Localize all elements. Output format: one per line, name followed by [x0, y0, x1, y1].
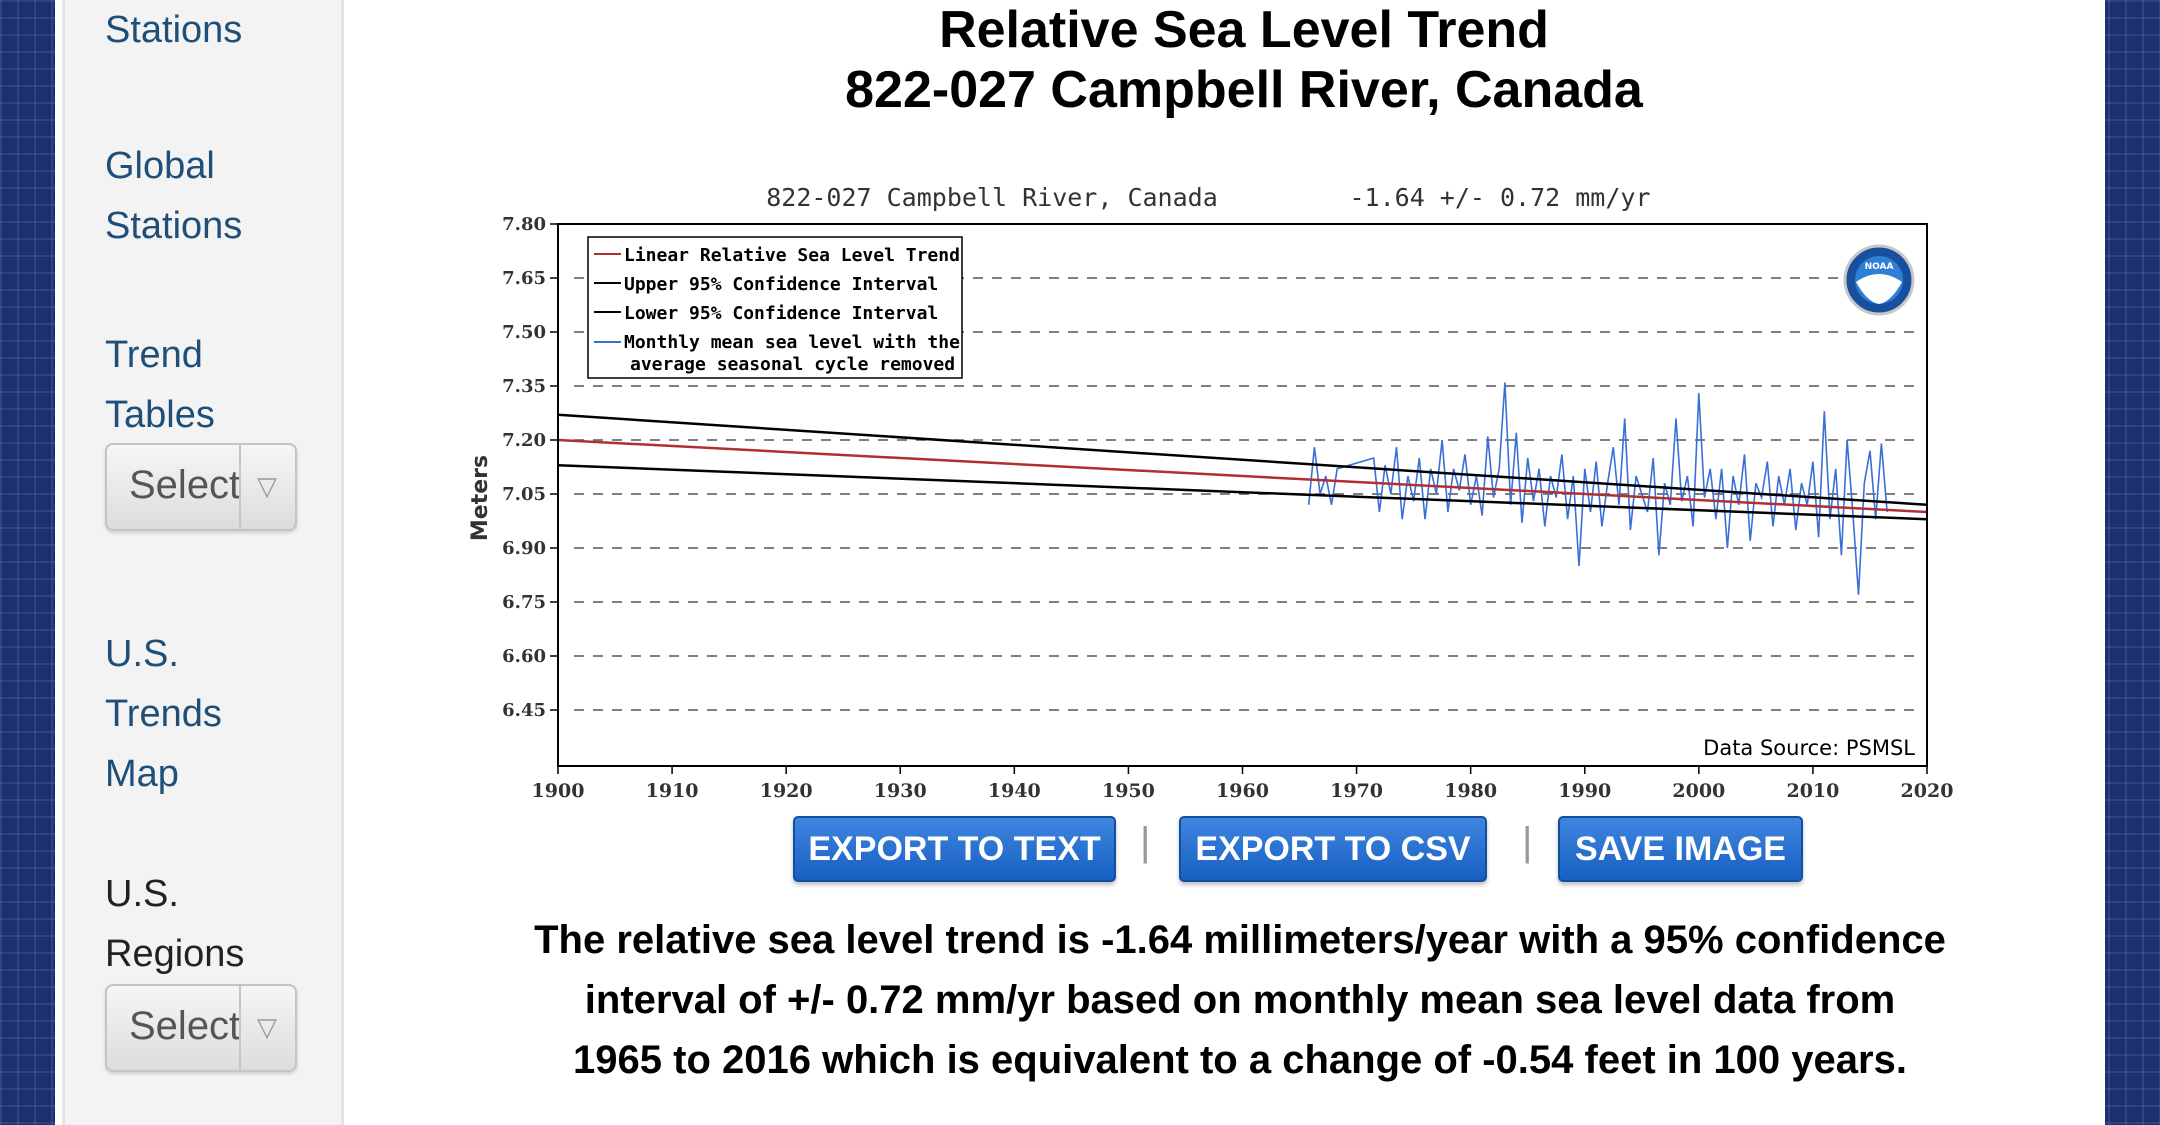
y-tick-label: 6.45 — [502, 700, 546, 721]
x-tick-label: 1900 — [532, 780, 585, 802]
sidebar-link-us-trends-map[interactable]: U.S. Trends Map — [105, 624, 335, 804]
sidebar: Stations Global Stations Trend Tables Se… — [62, 0, 344, 1125]
legend-entry: average seasonal cycle removed — [630, 354, 955, 375]
x-tick-label: 1930 — [874, 780, 927, 802]
x-tick-labels: 1900 1910 1920 1930 1940 1950 1960 1970 1980 1990… — [532, 766, 1954, 802]
sidebar-link-line: Trends — [105, 693, 222, 735]
lower-ci-line — [557, 463, 1928, 521]
select-divider — [239, 445, 241, 529]
legend-box — [587, 236, 963, 379]
x-tick-label: 2000 — [1672, 780, 1725, 802]
sidebar-link-global-stations[interactable]: Global Stations — [105, 136, 335, 256]
x-tick-label: 1970 — [1330, 780, 1383, 802]
page-title-line2: 822-027 Campbell River, Canada — [845, 61, 1643, 119]
chevron-down-icon: ▽ — [257, 471, 277, 501]
y-tick-labels: 7.80 7.65 7.50 7.35 7.20 7.05 6.90 6.75 6.60 6.45 — [502, 214, 558, 721]
y-tick-label: 7.65 — [502, 268, 546, 289]
legend-entry: Lower 95% Confidence Interval — [624, 303, 938, 324]
page-title-line1: Relative Sea Level Trend — [939, 1, 1549, 59]
linear-trend-line — [557, 438, 1928, 514]
chevron-down-icon: ▽ — [257, 1012, 277, 1042]
data-source-label: Data Source: PSMSL — [1703, 736, 1915, 760]
plot-frame — [557, 223, 1928, 767]
y-tick-label: 6.90 — [502, 538, 546, 559]
y-tick-label: 6.60 — [502, 646, 546, 667]
sea-level-chart: 822-027 Campbell River, Canada -1.64 +/-… — [468, 183, 1954, 802]
legend-entry: Upper 95% Confidence Interval — [624, 274, 938, 295]
us-regions-select[interactable]: Select ▽ — [105, 984, 297, 1072]
upper-ci-line — [557, 413, 1928, 507]
sidebar-link-line: Tables — [105, 394, 215, 436]
sidebar-link-line: Stations — [105, 205, 243, 247]
trend-summary-line: 1965 to 2016 which is equivalent to a ch… — [573, 1038, 1907, 1082]
y-tick-label: 7.50 — [502, 322, 546, 343]
y-axis-label: Meters — [468, 455, 493, 541]
noaa-logo-gull — [1856, 274, 1902, 304]
legend-entry: Linear Relative Sea Level Trend — [624, 245, 960, 266]
x-tick-label: 2010 — [1786, 780, 1839, 802]
button-separator: | — [1140, 820, 1151, 864]
x-tick-label: 1940 — [988, 780, 1041, 802]
sidebar-link-line: Regions — [105, 933, 245, 975]
noaa-logo-text: NOAA — [1865, 262, 1894, 272]
save-image-button[interactable]: SAVE IMAGE — [1558, 816, 1803, 882]
trend-summary-line: interval of +/- 0.72 mm/yr based on mont… — [584, 978, 1896, 1022]
trend-tables-select[interactable]: Select ▽ — [105, 443, 297, 531]
noaa-logo: NOAA — [1843, 244, 1915, 316]
x-tick-label: 1990 — [1558, 780, 1611, 802]
sidebar-link-trend-tables[interactable]: Trend Tables — [105, 325, 335, 445]
y-tick-label: 6.75 — [502, 592, 546, 613]
y-tick-label: 7.20 — [502, 430, 546, 451]
sidebar-link-line: Map — [105, 753, 179, 795]
export-to-text-button[interactable]: EXPORT TO TEXT — [793, 816, 1116, 882]
sidebar-link-line: Trend — [105, 334, 203, 376]
legend-entry: Monthly mean sea level with the — [624, 332, 960, 353]
page-background — [55, 0, 2105, 1125]
x-tick-label: 1960 — [1216, 780, 1269, 802]
series-lines — [557, 382, 1928, 595]
chart-title: 822-027 Campbell River, Canada — [766, 183, 1218, 212]
x-tick-label: 1920 — [760, 780, 813, 802]
sidebar-link-stations[interactable]: Stations — [105, 0, 335, 60]
trend-summary: The relative sea level trend is -1.64 mi… — [440, 910, 2040, 1090]
grid-lines — [574, 277, 1917, 711]
monthly-mean-sea-level-line — [1307, 382, 1888, 595]
x-tick-label: 2020 — [1901, 780, 1954, 802]
export-to-csv-button[interactable]: EXPORT TO CSV — [1179, 816, 1487, 882]
button-separator: | — [1522, 820, 1533, 864]
sidebar-link-line: Stations — [105, 9, 243, 51]
sidebar-link-us-regions: U.S. Regions — [105, 864, 335, 984]
sidebar-link-line: Global — [105, 145, 215, 187]
chart-legend: Linear Relative Sea Level Trend Upper 95… — [587, 236, 963, 379]
x-tick-label: 1910 — [646, 780, 699, 802]
us-regions-select-value: Select — [129, 1004, 241, 1048]
page-title: Relative Sea Level Trend 822-027 Campbel… — [400, 0, 2088, 120]
x-tick-label: 1950 — [1102, 780, 1155, 802]
y-tick-label: 7.80 — [502, 214, 546, 235]
x-tick-label: 1980 — [1444, 780, 1497, 802]
trend-summary-line: The relative sea level trend is -1.64 mi… — [534, 918, 1946, 962]
y-tick-label: 7.05 — [502, 484, 546, 505]
trend-tables-select-value: Select — [129, 463, 241, 507]
y-tick-label: 7.35 — [502, 376, 546, 397]
sidebar-link-line: U.S. — [105, 873, 179, 915]
chart-trend-label: -1.64 +/- 0.72 mm/yr — [1349, 183, 1650, 212]
select-divider — [239, 986, 241, 1070]
sidebar-link-line: U.S. — [105, 633, 179, 675]
